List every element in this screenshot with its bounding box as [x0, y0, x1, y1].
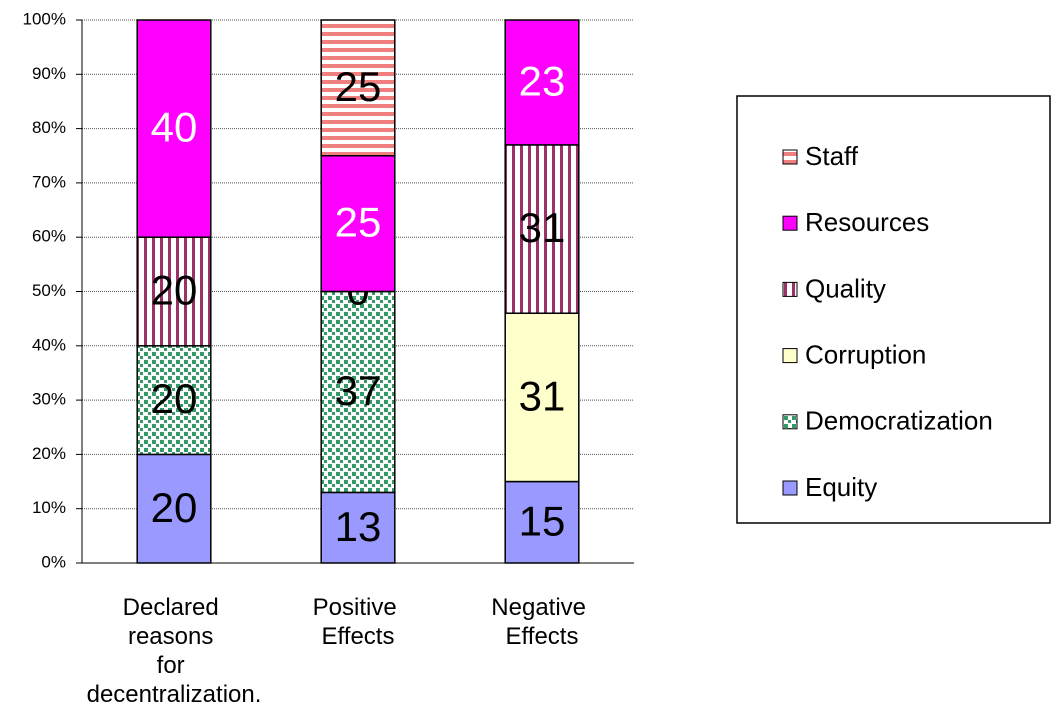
x-tick-label: Declared reasons for decentralization. [87, 594, 262, 708]
y-tick-label: 40% [32, 335, 66, 354]
bar-segment [136, 19, 212, 238]
x-tick-label: Negative Effects [491, 594, 592, 650]
data-label: 20 [151, 267, 198, 314]
bar-segment [320, 290, 396, 494]
y-tick-label: 90% [32, 64, 66, 83]
bar-segment [320, 19, 396, 157]
data-label: 31 [519, 372, 566, 419]
bar-segment [504, 480, 580, 564]
bar-segment [504, 312, 580, 483]
data-label: 13 [335, 503, 382, 550]
x-tick-label: Positive Effects [313, 594, 404, 650]
legend-swatch [782, 348, 798, 364]
data-label: 20 [151, 375, 198, 422]
bar-segment [136, 236, 212, 347]
data-label: 37 [335, 367, 382, 414]
y-tick-label: 60% [32, 227, 66, 246]
bar-segment [504, 144, 580, 314]
y-tick-label: 80% [32, 118, 66, 137]
legend-label: Equity [805, 472, 877, 502]
y-tick-label: 20% [32, 444, 66, 463]
y-tick-label: 70% [32, 172, 66, 191]
data-label: 40 [151, 104, 198, 151]
legend-swatch [782, 281, 798, 297]
legend-label: Staff [805, 141, 859, 171]
bar-segment [504, 19, 580, 146]
bar-segment [136, 345, 212, 456]
data-label: 25 [335, 199, 382, 246]
y-tick-label: 50% [32, 281, 66, 300]
legend-label: Democratization [805, 406, 993, 436]
bar-segment [320, 491, 396, 564]
legend-label: Quality [805, 273, 886, 303]
y-tick-label: 0% [41, 552, 66, 571]
y-tick-label: 10% [32, 498, 66, 517]
y-tick-label: 30% [32, 390, 66, 409]
data-label: 15 [519, 497, 566, 544]
data-label: 23 [519, 58, 566, 105]
data-label: 31 [519, 204, 566, 251]
data-label: 25 [335, 63, 382, 110]
bar-segment [320, 155, 396, 293]
data-label: 20 [151, 484, 198, 531]
legend-swatch [782, 480, 798, 496]
legend-box [736, 95, 1051, 524]
legend-label: Resources [805, 207, 929, 237]
y-tick-label: 100% [23, 9, 66, 28]
legend-swatch [782, 215, 798, 231]
bar-segment [136, 453, 212, 564]
legend-swatch [782, 149, 798, 165]
legend-label: Corruption [805, 339, 926, 369]
legend-swatch [782, 414, 798, 430]
